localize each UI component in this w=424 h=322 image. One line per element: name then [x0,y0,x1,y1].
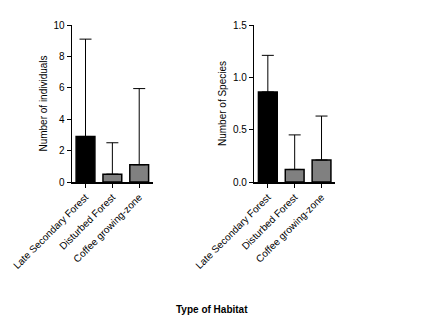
svg-text:Coffee growing-zone: Coffee growing-zone [71,191,144,264]
svg-text:10: 10 [53,20,65,31]
svg-text:Coffee growing-zone: Coffee growing-zone [254,191,327,264]
svg-text:Late Secondary Forest: Late Secondary Forest [193,192,272,271]
svg-text:1.0: 1.0 [233,72,247,83]
svg-text:4: 4 [59,114,65,125]
svg-text:8: 8 [59,51,65,62]
svg-text:0: 0 [59,177,65,188]
svg-text:Type of Habitat: Type of Habitat [176,304,248,315]
svg-text:Disturbed Forest: Disturbed Forest [240,192,300,252]
svg-text:0.5: 0.5 [233,124,247,135]
svg-text:0.0: 0.0 [233,177,247,188]
svg-text:2: 2 [59,145,65,156]
svg-text:1.5: 1.5 [233,20,247,31]
svg-text:Late Secondary Forest: Late Secondary Forest [11,192,90,271]
svg-text:Number of individuals: Number of individuals [38,55,49,151]
svg-text:Disturbed Forest: Disturbed Forest [57,192,117,252]
svg-text:6: 6 [59,82,65,93]
svg-text:Number of Species: Number of Species [217,61,228,146]
